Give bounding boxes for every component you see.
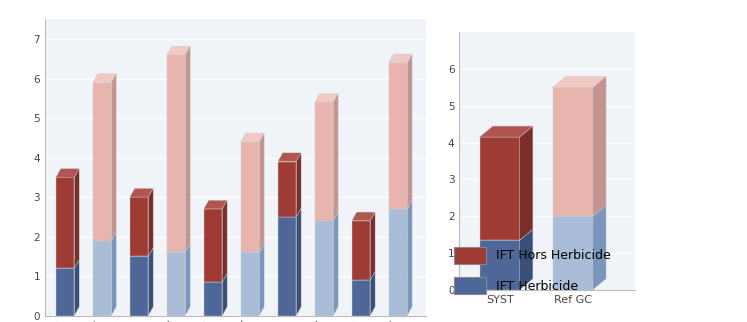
Polygon shape xyxy=(223,200,227,282)
Polygon shape xyxy=(297,208,301,316)
Polygon shape xyxy=(130,188,153,197)
Polygon shape xyxy=(75,169,79,268)
Polygon shape xyxy=(352,221,371,280)
Polygon shape xyxy=(149,188,153,256)
Legend: IFT Hors Herbicide, IFT Herbicide: IFT Hors Herbicide, IFT Herbicide xyxy=(454,247,610,294)
Polygon shape xyxy=(185,244,190,316)
Polygon shape xyxy=(553,205,606,216)
Polygon shape xyxy=(93,241,111,316)
Polygon shape xyxy=(371,271,375,316)
Polygon shape xyxy=(167,46,190,55)
Polygon shape xyxy=(204,273,227,282)
Polygon shape xyxy=(241,142,259,252)
Polygon shape xyxy=(520,229,533,290)
Polygon shape xyxy=(111,74,117,241)
Polygon shape xyxy=(388,54,412,63)
Polygon shape xyxy=(278,217,297,316)
Polygon shape xyxy=(56,268,75,316)
Polygon shape xyxy=(278,162,297,217)
Polygon shape xyxy=(520,126,533,240)
Polygon shape xyxy=(297,153,301,217)
Polygon shape xyxy=(333,94,338,221)
Polygon shape xyxy=(130,197,149,256)
Polygon shape xyxy=(480,229,533,240)
Polygon shape xyxy=(388,200,412,209)
Polygon shape xyxy=(93,74,117,82)
Polygon shape xyxy=(167,252,185,316)
Polygon shape xyxy=(553,216,593,290)
Polygon shape xyxy=(333,212,338,316)
Polygon shape xyxy=(167,244,190,252)
Polygon shape xyxy=(75,260,79,316)
Polygon shape xyxy=(223,273,227,316)
Polygon shape xyxy=(553,87,593,216)
Polygon shape xyxy=(314,102,333,221)
Polygon shape xyxy=(314,94,338,102)
Polygon shape xyxy=(388,63,407,209)
Polygon shape xyxy=(480,240,520,290)
Polygon shape xyxy=(407,54,412,209)
Polygon shape xyxy=(388,209,407,316)
Polygon shape xyxy=(167,55,185,252)
Polygon shape xyxy=(314,212,338,221)
Polygon shape xyxy=(593,76,606,216)
Polygon shape xyxy=(241,133,264,142)
Polygon shape xyxy=(593,205,606,290)
Polygon shape xyxy=(56,169,79,177)
Polygon shape xyxy=(553,76,606,87)
Polygon shape xyxy=(56,177,75,268)
Polygon shape xyxy=(352,280,371,316)
Polygon shape xyxy=(56,260,79,268)
Polygon shape xyxy=(259,244,264,316)
Polygon shape xyxy=(149,248,153,316)
Polygon shape xyxy=(204,209,223,282)
Polygon shape xyxy=(480,137,520,240)
Polygon shape xyxy=(93,232,117,241)
Polygon shape xyxy=(259,133,264,252)
Polygon shape xyxy=(480,126,533,137)
Polygon shape xyxy=(407,200,412,316)
Polygon shape xyxy=(111,232,117,316)
Polygon shape xyxy=(130,248,153,256)
Polygon shape xyxy=(130,256,149,316)
Polygon shape xyxy=(314,221,333,316)
Polygon shape xyxy=(241,244,264,252)
Polygon shape xyxy=(241,252,259,316)
Polygon shape xyxy=(93,82,111,241)
Polygon shape xyxy=(352,212,375,221)
Polygon shape xyxy=(371,212,375,280)
Polygon shape xyxy=(185,46,190,252)
Polygon shape xyxy=(204,200,227,209)
Polygon shape xyxy=(278,153,301,162)
Polygon shape xyxy=(352,271,375,280)
Polygon shape xyxy=(204,282,223,316)
Polygon shape xyxy=(278,208,301,217)
